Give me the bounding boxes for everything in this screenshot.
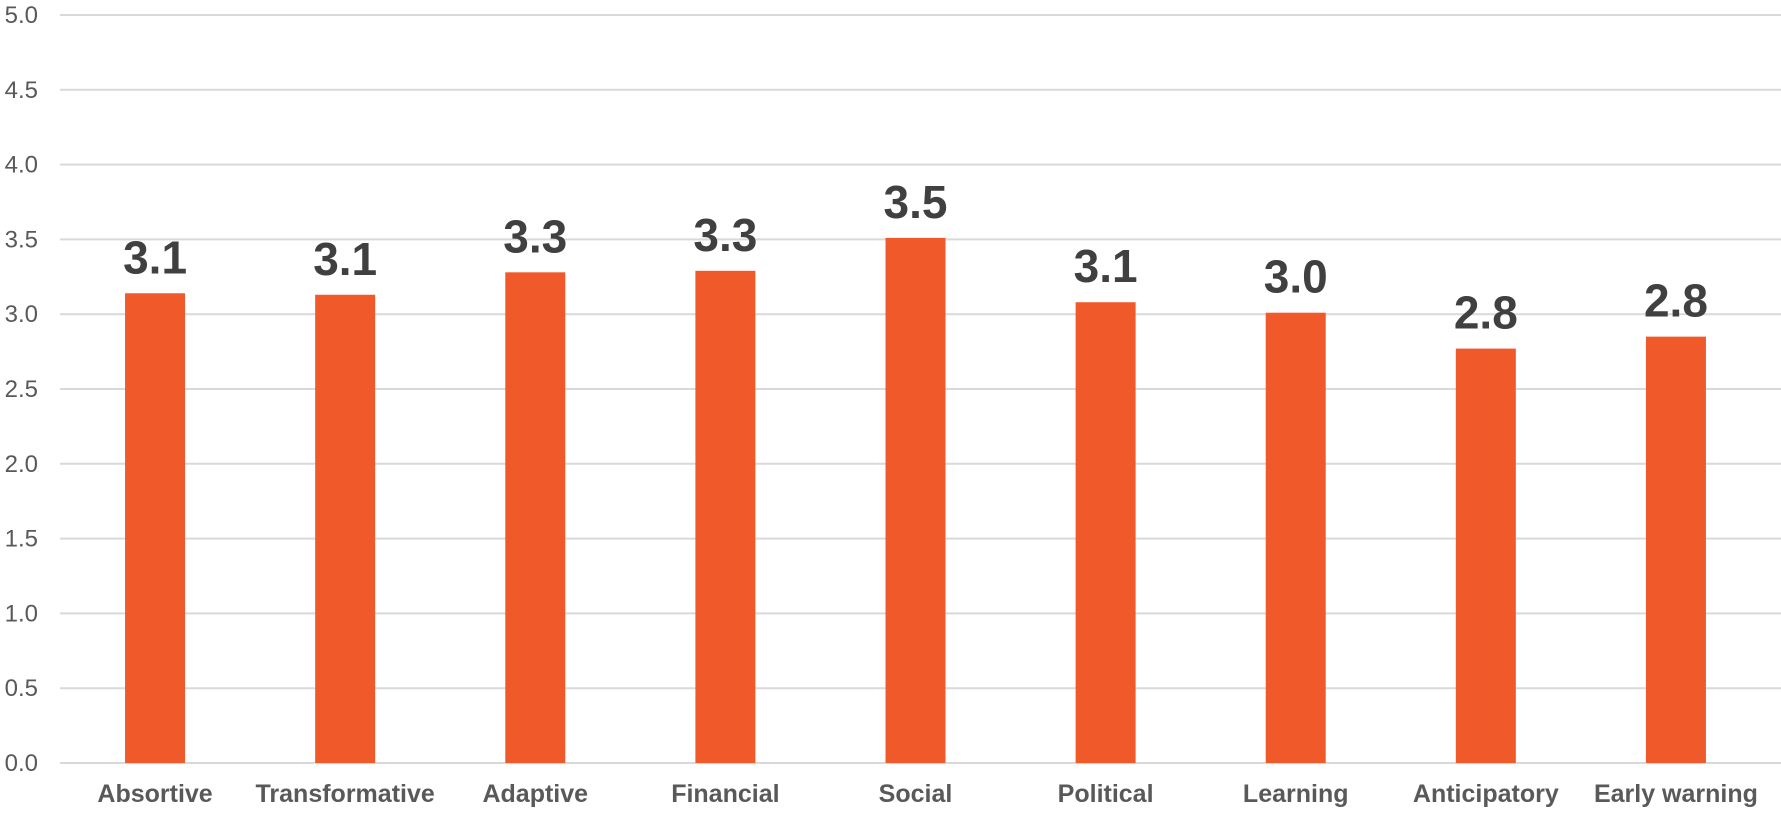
y-tick-label: 5.0 — [5, 2, 38, 29]
data-label: 3.5 — [884, 176, 948, 228]
bar — [125, 293, 186, 763]
bar — [315, 294, 376, 763]
y-tick-label: 0.0 — [5, 750, 38, 777]
x-axis-category-labels: Absortive Transformative Adaptive Financial… — [97, 780, 1758, 808]
y-tick-label: 0.5 — [5, 675, 38, 702]
x-tick-label: Early warning — [1594, 780, 1758, 808]
bar — [505, 272, 566, 763]
data-label: 3.1 — [123, 231, 187, 283]
data-label: 2.8 — [1644, 275, 1708, 327]
data-label: 3.1 — [313, 233, 377, 285]
data-label: 3.3 — [503, 210, 567, 262]
y-tick-label: 2.0 — [5, 451, 38, 478]
bar — [1265, 312, 1326, 763]
data-label: 2.8 — [1454, 287, 1518, 339]
x-tick-label: Financial — [671, 780, 779, 808]
bar — [1455, 348, 1516, 763]
data-label: 3.0 — [1264, 251, 1328, 303]
y-tick-label: 3.5 — [5, 226, 38, 253]
bar — [885, 237, 946, 764]
y-tick-label: 4.0 — [5, 152, 38, 179]
y-axis-tick-labels: 0.0 0.5 1.0 1.5 2.0 2.5 3.0 3.5 4.0 4.5 5.0 — [5, 2, 38, 777]
y-tick-label: 2.5 — [5, 376, 38, 403]
bars — [125, 237, 1706, 764]
y-tick-label: 4.5 — [5, 77, 38, 104]
x-tick-label: Adaptive — [482, 780, 588, 808]
data-labels: 3.1 3.1 3.3 3.3 3.5 3.1 3.0 2.8 2.8 — [123, 176, 1708, 339]
bar — [1075, 302, 1136, 763]
data-label: 3.3 — [693, 209, 757, 261]
data-label: 3.1 — [1074, 240, 1138, 292]
y-tick-label: 1.0 — [5, 600, 38, 627]
bar — [695, 270, 756, 763]
y-tick-label: 1.5 — [5, 526, 38, 553]
y-tick-label: 3.0 — [5, 301, 38, 328]
x-tick-label: Anticipatory — [1413, 780, 1559, 808]
x-tick-label: Transformative — [256, 780, 435, 808]
bar — [1645, 336, 1706, 763]
x-tick-label: Social — [879, 780, 953, 808]
x-tick-label: Learning — [1243, 780, 1349, 808]
x-tick-label: Absortive — [97, 780, 212, 808]
x-tick-label: Political — [1058, 780, 1154, 808]
